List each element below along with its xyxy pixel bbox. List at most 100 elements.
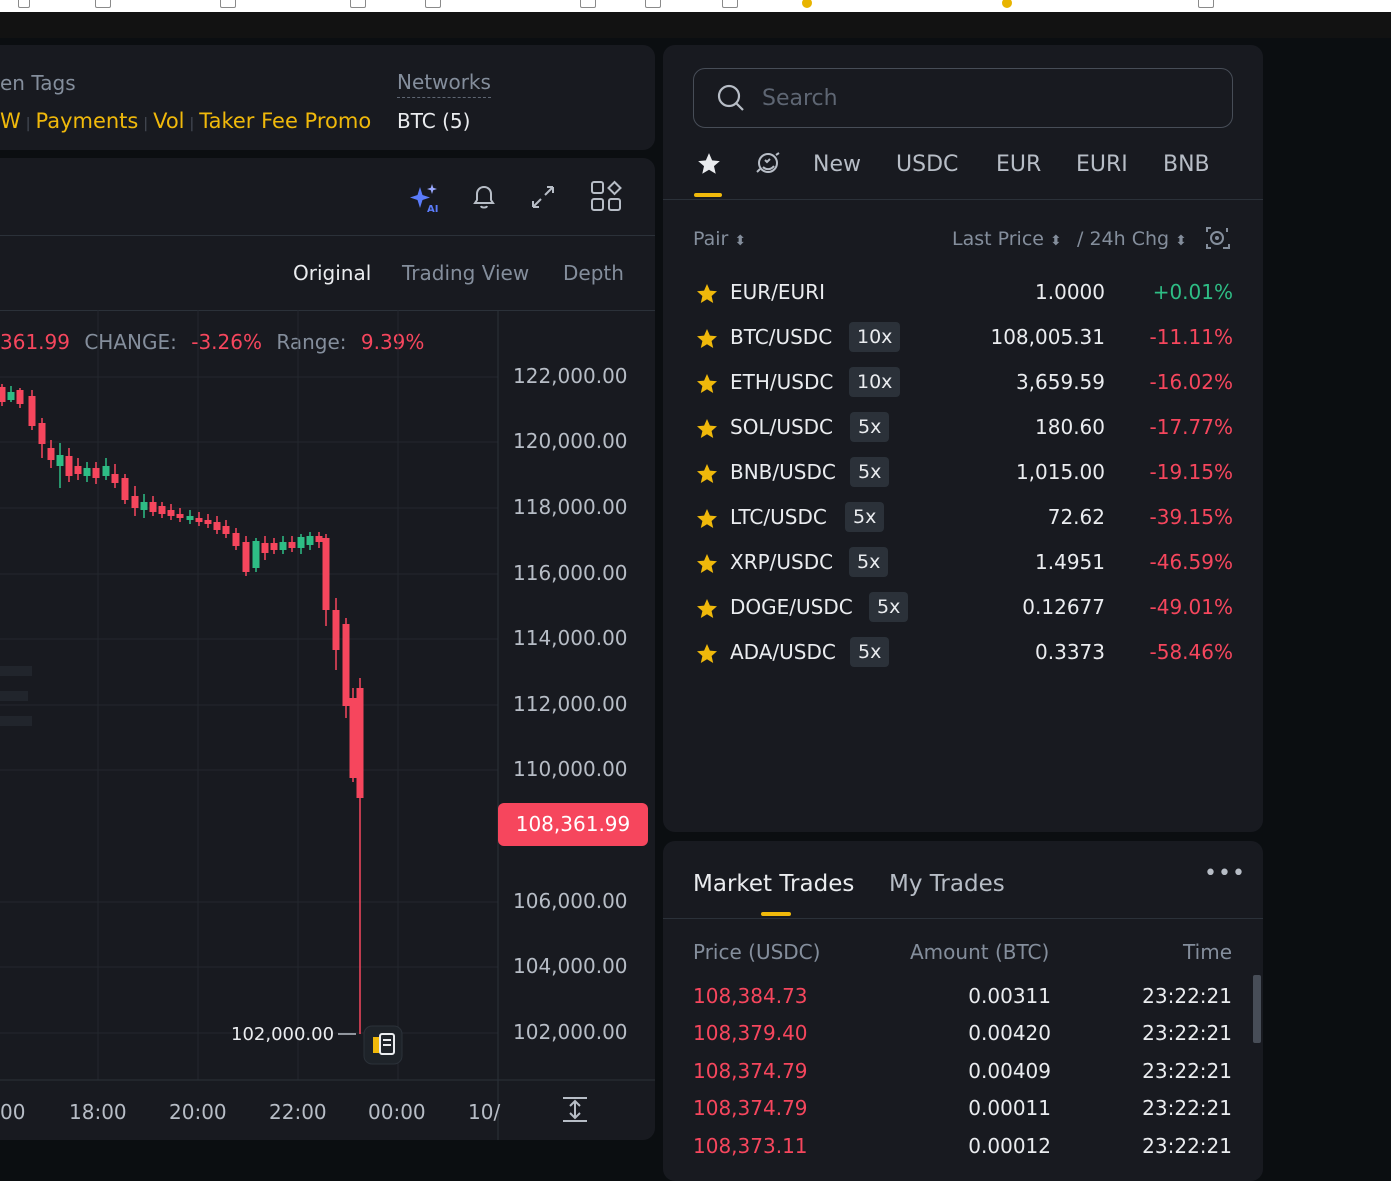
market-row[interactable]: ETH/USDC 10x 3,659.59 -16.02%: [663, 367, 1263, 415]
market-row[interactable]: XRP/USDC 5x 1.4951 -46.59%: [663, 547, 1263, 595]
col-last-price[interactable]: Last Price ⬍: [952, 228, 1062, 250]
price-axis-label: 120,000.00: [513, 429, 628, 453]
change-percent: -58.46%: [1149, 640, 1233, 664]
pair-name: LTC/USDC: [730, 505, 827, 529]
candle-body: [140, 502, 148, 510]
bookmark-icon[interactable]: [425, 0, 441, 8]
tab-original[interactable]: Original: [293, 261, 372, 285]
candle-body: [167, 510, 175, 516]
volume-bar: [0, 666, 32, 676]
favorite-star-icon[interactable]: [695, 282, 719, 306]
pair-name: ETH/USDC: [730, 370, 834, 394]
change-percent: +0.01%: [1152, 280, 1233, 304]
bookmark-icon[interactable]: [722, 0, 738, 8]
ai-sparkle-icon[interactable]: AI: [408, 181, 442, 215]
tag-link[interactable]: W: [0, 109, 21, 133]
price-axis-label: 114,000.00: [513, 626, 628, 650]
more-options-icon[interactable]: •••: [1204, 861, 1246, 886]
tab-depth[interactable]: Depth: [563, 261, 624, 285]
bookmark-icon[interactable]: [350, 0, 366, 8]
candlestick-chart[interactable]: [0, 158, 655, 1140]
trade-price: 108,379.40: [693, 1021, 808, 1045]
market-row[interactable]: SOL/USDC 5x 180.60 -17.77%: [663, 412, 1263, 460]
col-pair[interactable]: Pair ⬍: [693, 228, 747, 250]
market-row[interactable]: DOGE/USDC 5x 0.12677 -49.01%: [663, 592, 1263, 640]
favorite-star-icon[interactable]: [695, 372, 719, 396]
candle-body: [65, 456, 73, 476]
trade-amount: 0.00012: [968, 1134, 1051, 1158]
candle-body: [28, 396, 36, 426]
tab-usdc[interactable]: USDC: [896, 152, 959, 177]
convert-icon[interactable]: [754, 150, 782, 178]
last-price: 0.12677: [1022, 595, 1105, 619]
favorite-star-icon[interactable]: [695, 507, 719, 531]
bookmark-icon[interactable]: [95, 0, 111, 8]
price-axis-label: 104,000.00: [513, 954, 628, 978]
pair-name: SOL/USDC: [730, 415, 834, 439]
close-price: 361.99: [0, 330, 70, 354]
tab-euri[interactable]: EURI: [1076, 152, 1128, 177]
favorite-star-icon[interactable]: [695, 642, 719, 666]
pair-name: EUR/EURI: [730, 280, 825, 304]
market-row[interactable]: ADA/USDC 5x 0.3373 -58.46%: [663, 637, 1263, 685]
favorite-star-icon[interactable]: [695, 597, 719, 621]
market-row[interactable]: LTC/USDC 5x 72.62 -39.15%: [663, 502, 1263, 550]
trade-row: 108,374.79 0.00409 23:22:21: [663, 1059, 1263, 1096]
trade-row: 108,384.73 0.00311 23:22:21: [663, 984, 1263, 1021]
market-row[interactable]: EUR/EURI 1.0000 +0.01%: [663, 280, 1263, 325]
favorite-star-icon[interactable]: [695, 462, 719, 486]
favorite-star-icon[interactable]: [695, 327, 719, 351]
candle-body: [297, 537, 305, 548]
news-event-icon[interactable]: [363, 1025, 403, 1065]
networks-value: BTC (5): [397, 109, 471, 133]
bookmark-icon[interactable]: [802, 0, 812, 8]
search-placeholder: Search: [762, 86, 838, 111]
bookmark-icon[interactable]: [18, 0, 30, 8]
tab-market-trades[interactable]: Market Trades: [693, 871, 855, 897]
leverage-badge: 5x: [849, 547, 889, 577]
trade-price: 108,374.79: [693, 1096, 808, 1120]
tab-eur[interactable]: EUR: [996, 152, 1042, 177]
bookmark-icon[interactable]: [1198, 0, 1214, 8]
col-24h-change[interactable]: / 24h Chg ⬍: [1077, 228, 1187, 250]
layout-grid-icon[interactable]: [590, 180, 624, 214]
bookmark-icon[interactable]: [580, 0, 596, 8]
tab-my-trades[interactable]: My Trades: [889, 871, 1005, 897]
trades-scrollbar[interactable]: [1253, 975, 1261, 1043]
candle-body: [131, 496, 139, 508]
favorite-star-icon[interactable]: [695, 417, 719, 441]
networks-label[interactable]: Networks: [397, 70, 491, 98]
leverage-badge: 10x: [849, 367, 901, 397]
leverage-badge: 10x: [849, 322, 901, 352]
tag-link[interactable]: Taker Fee Promo: [199, 109, 372, 133]
scale-toggle-icon[interactable]: [563, 1097, 587, 1122]
market-row[interactable]: BNB/USDC 5x 1,015.00 -19.15%: [663, 457, 1263, 505]
pair-name: BTC/USDC: [730, 325, 833, 349]
bookmark-icon[interactable]: [1002, 0, 1012, 8]
refresh-view-icon[interactable]: [1204, 225, 1232, 251]
bookmark-icon[interactable]: [645, 0, 661, 8]
candles: [0, 384, 364, 1034]
tag-link[interactable]: Payments: [35, 109, 139, 133]
tab-trading-view[interactable]: Trading View: [402, 261, 530, 285]
tab-bnb[interactable]: BNB: [1163, 152, 1210, 177]
expand-icon[interactable]: [528, 182, 558, 212]
search-input[interactable]: Search: [693, 68, 1233, 128]
tag-link[interactable]: Vol: [153, 109, 185, 133]
chart-panel: AI Original Trading View Depth 361.99 CH…: [0, 158, 655, 1140]
tab-new[interactable]: New: [813, 152, 861, 177]
bookmark-icon[interactable]: [220, 0, 236, 8]
trade-time: 23:22:21: [1142, 1134, 1232, 1158]
candle-body: [56, 455, 64, 466]
token-info-panel: en Tags W | Payments | Vol | Taker Fee Promo N…: [0, 45, 655, 150]
active-tab-underline: [761, 912, 791, 916]
bell-icon[interactable]: [469, 182, 499, 212]
favorites-star-icon[interactable]: [696, 151, 722, 177]
candle-body: [195, 518, 203, 522]
market-row[interactable]: BTC/USDC 10x 108,005.31 -11.11%: [663, 322, 1263, 370]
current-price-tag: 108,361.99: [498, 803, 648, 846]
candle-body: [322, 538, 330, 610]
trade-time: 23:22:21: [1142, 984, 1232, 1008]
trade-amount: 0.00420: [968, 1021, 1051, 1045]
favorite-star-icon[interactable]: [695, 552, 719, 576]
